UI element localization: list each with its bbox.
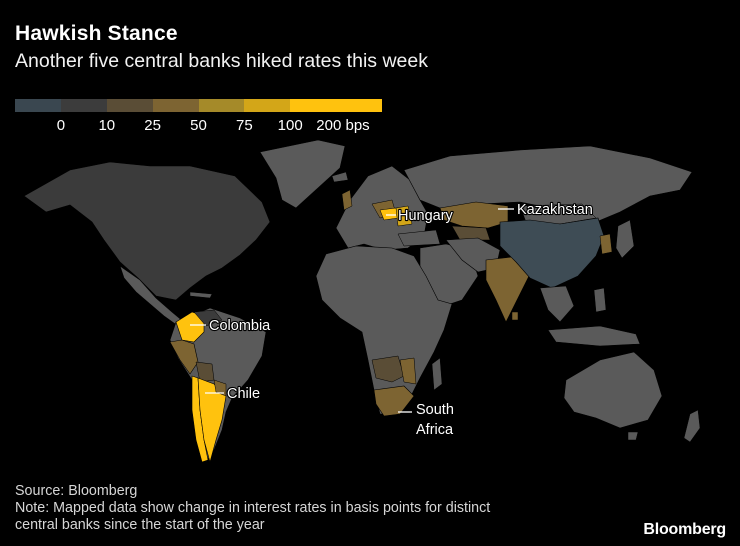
note-line-1: Note: Mapped data show change in interes… [15, 500, 491, 516]
legend-swatch-25-50 [152, 99, 199, 112]
turkey [397, 229, 441, 247]
hungary-label: Hungary [398, 208, 454, 224]
new-zealand [683, 409, 701, 443]
uruguay [213, 379, 227, 397]
africa [315, 245, 453, 415]
legend-swatch-100-200 [290, 99, 337, 112]
southern-africa [371, 355, 405, 383]
kazakhstan [439, 201, 509, 229]
legend-swatch-75-100 [244, 99, 291, 112]
legend-label-200: 200 bps [316, 117, 370, 134]
sri-lanka [511, 311, 519, 321]
eastern-europe [395, 205, 413, 227]
madagascar [431, 357, 443, 391]
bloomberg-logo: Bloomberg [643, 521, 726, 538]
japan [615, 219, 635, 259]
mozambique [399, 357, 417, 385]
colombia-label: Colombia [209, 318, 271, 334]
greenland [259, 139, 346, 209]
korea [599, 233, 613, 255]
legend-swatch-50-75 [198, 99, 245, 112]
north-america [23, 161, 271, 301]
legend-label-10: 10 [98, 117, 116, 134]
kazakhstan-label: Kazakhstan [517, 202, 593, 218]
chart-title: Hawkish Stance [15, 22, 178, 45]
australia [563, 351, 663, 429]
philippines [593, 287, 607, 313]
footer: Source: Bloomberg Note: Mapped data show… [15, 483, 490, 534]
legend-swatch-below-0 [15, 99, 61, 112]
legend-label-100: 100 [277, 117, 303, 134]
iceland [331, 171, 349, 183]
uk [341, 189, 353, 211]
legend-swatch-10-25 [106, 99, 153, 112]
legend-swatch-0-10 [60, 99, 107, 112]
south-africa-label-line2: Africa [416, 422, 454, 438]
south-africa [373, 385, 415, 417]
southeast-asia [539, 285, 575, 323]
legend-label-75: 75 [236, 117, 253, 134]
note-line-2: central banks since the start of the yea… [15, 517, 265, 533]
legend-label-0: 0 [56, 117, 66, 134]
legend-labels: 0 10 25 50 75 100 200 bps [15, 117, 382, 137]
venezuela [193, 309, 223, 327]
source-text: Source: Bloomberg [15, 483, 138, 499]
legend-label-50: 50 [190, 117, 207, 134]
chart-subtitle: Another five central banks hiked rates t… [15, 50, 428, 72]
color-legend: 0 10 25 50 75 100 200 bps [15, 99, 382, 137]
tasmania [627, 431, 639, 441]
legend-label-25: 25 [144, 117, 161, 134]
chile-label: Chile [227, 386, 260, 402]
legend-swatch-200-plus [336, 99, 382, 112]
indonesia [547, 325, 641, 347]
south-africa-label-line1: South [416, 402, 454, 418]
caribbean [189, 291, 213, 299]
legend-color-bar [15, 99, 382, 112]
china [499, 217, 605, 289]
central-asia [451, 225, 491, 241]
world-map: Colombia Chile Hungary Kazakhstan South … [23, 139, 701, 464]
